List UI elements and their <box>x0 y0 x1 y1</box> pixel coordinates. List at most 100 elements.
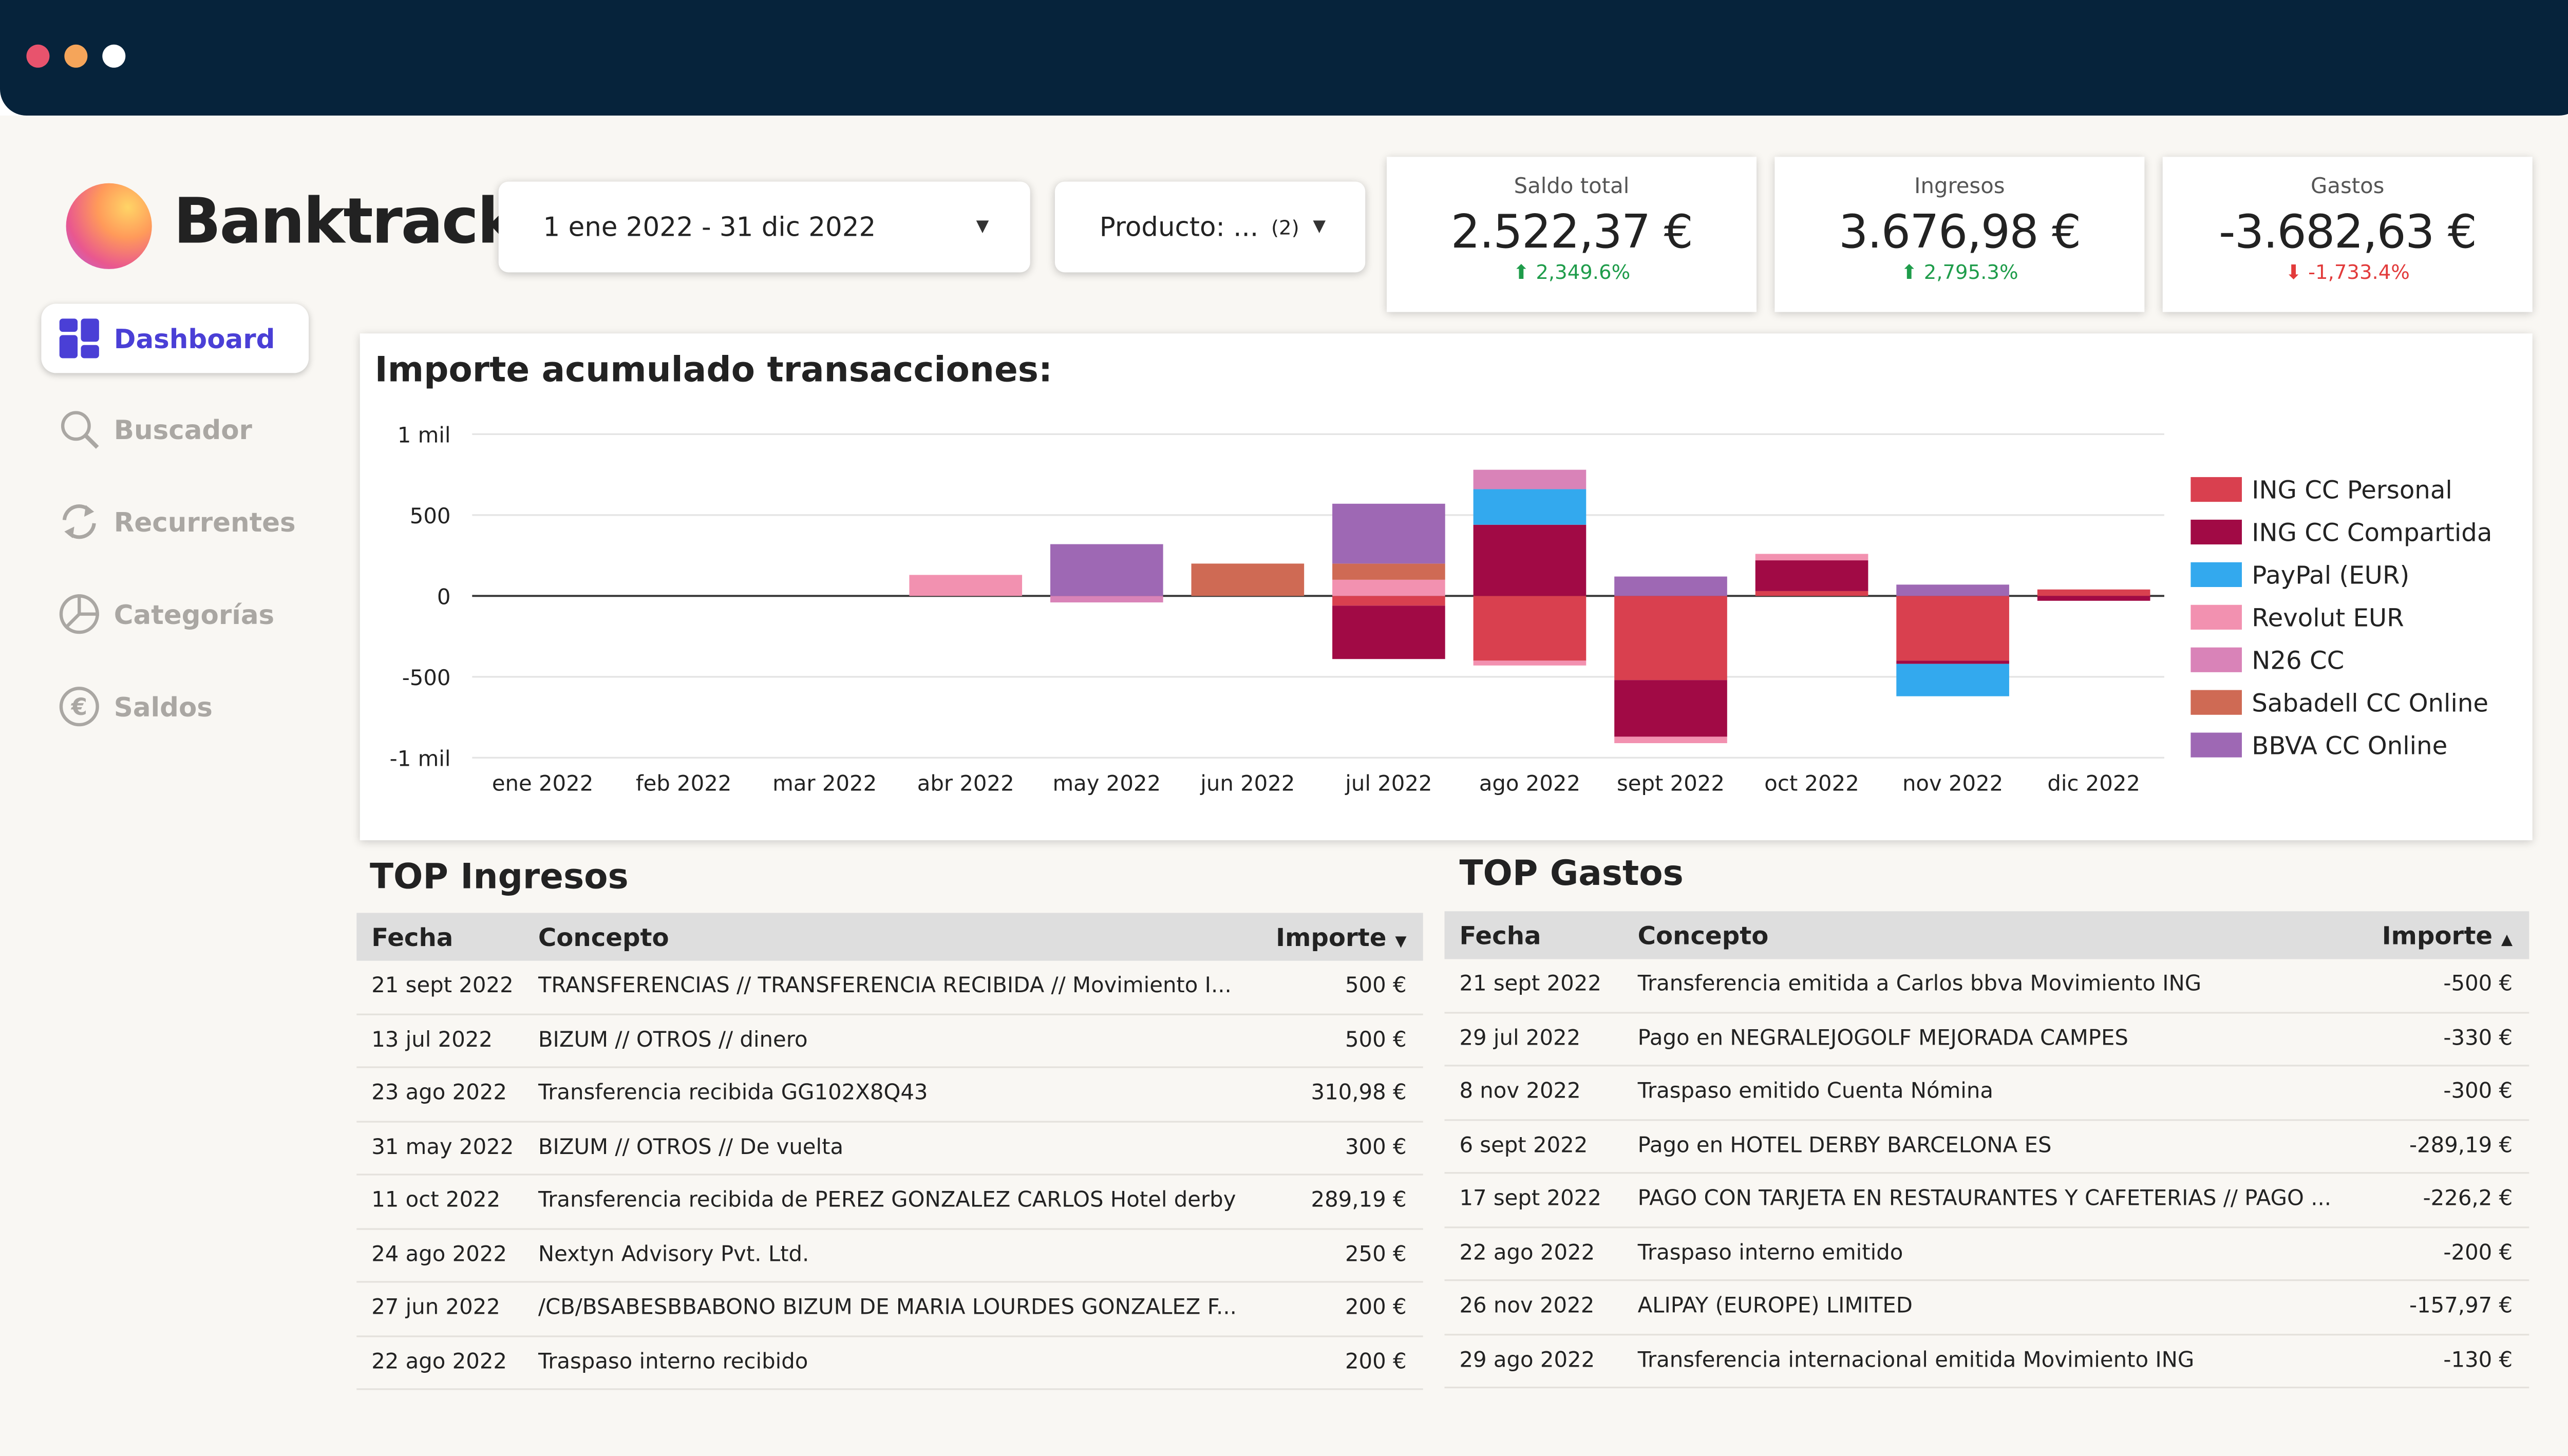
svg-text:€: € <box>71 693 87 721</box>
legend-swatch <box>2191 519 2242 545</box>
cell-fecha: 26 nov 2022 <box>1459 1294 1595 1320</box>
window-minimize-icon[interactable] <box>64 44 88 68</box>
header-fecha[interactable]: Fecha <box>1459 920 1541 950</box>
x-tick-label: jul 2022 <box>1345 771 1432 796</box>
bar-segment <box>1896 584 2009 596</box>
cell-importe: 300 € <box>1345 1135 1407 1160</box>
x-tick-label: may 2022 <box>1053 771 1161 796</box>
table-row[interactable]: 22 ago 2022 Traspaso interno recibido 200 … <box>356 1336 1423 1390</box>
sidebar-item-recurrentes[interactable]: Recurrentes <box>41 487 309 556</box>
cell-concepto: TRANSFERENCIAS // TRANSFERENCIA RECIBIDA… <box>538 974 1232 999</box>
cell-concepto: Transferencia recibida GG102X8Q43 <box>538 1082 928 1107</box>
header-importe[interactable]: Importe ▲ <box>2351 920 2529 950</box>
x-tick-label: abr 2022 <box>917 771 1014 796</box>
table-body: 21 sept 2022 Transferencia emitida a Carl… <box>1444 959 2529 1389</box>
table-row[interactable]: 11 oct 2022 Transferencia recibida de PER… <box>356 1176 1423 1230</box>
sidebar-item-dashboard[interactable]: Dashboard <box>41 304 309 373</box>
bar-segment <box>1614 576 1727 596</box>
bar-segment <box>1332 579 1445 596</box>
chevron-down-icon: ▼ <box>1313 218 1326 236</box>
cell-fecha: 6 sept 2022 <box>1459 1133 1588 1159</box>
cell-fecha: 22 ago 2022 <box>371 1350 507 1375</box>
cell-fecha: 21 sept 2022 <box>1459 973 1601 998</box>
table-header: Fecha Concepto Importe ▼ <box>356 913 1423 961</box>
table-row[interactable]: 27 jun 2022/CB/BSABESBBABONO BIZUM DE MA… <box>356 1283 1423 1336</box>
sidebar-item-label: Saldos <box>114 691 213 723</box>
bar-segment <box>1332 596 1445 606</box>
header-fecha[interactable]: Fecha <box>371 922 454 952</box>
table-row[interactable]: 21 sept 2022 TRANSFERENCIAS // TRANSFEREN… <box>356 961 1423 1015</box>
table-row[interactable]: 26 nov 2022 ALIPAY (EUROPE) LIMITED -157,9… <box>1444 1281 2529 1335</box>
table-row[interactable]: 24 ago 2022 Nextyn Advisory Pvt. Ltd. 250 … <box>356 1229 1423 1283</box>
header-importe[interactable]: Importe ▼ <box>1245 922 1423 952</box>
cell-concepto: ALIPAY (EUROPE) LIMITED <box>1637 1294 1913 1320</box>
sidebar-item-buscador[interactable]: Buscador <box>41 394 309 464</box>
header-concepto[interactable]: Concepto <box>538 922 669 952</box>
legend-label: PayPal (EUR) <box>2252 561 2409 590</box>
kpi-value: 3.676,98 € <box>1839 204 2081 259</box>
cell-concepto: Nextyn Advisory Pvt. Ltd. <box>538 1242 809 1268</box>
sort-asc-icon: ▲ <box>2501 932 2513 949</box>
bar-segment <box>2037 589 2150 596</box>
bar-segment <box>909 575 1023 596</box>
table-row[interactable]: 8 nov 2022 Traspaso emitido Cuenta Nómina… <box>1444 1066 2529 1120</box>
top-ingresos-table: Fecha Concepto Importe ▼ 21 sept 2022 TRA… <box>356 913 1423 1390</box>
kpi-change: ⬆ 2,795.3% <box>1774 261 2144 284</box>
sidebar-item-categorias[interactable]: Categorías <box>41 579 309 649</box>
sidebar-item-label: Categorías <box>114 598 275 630</box>
product-dropdown[interactable]: Producto: ... (2) ▼ <box>1054 181 1366 273</box>
kpi-ingresos: Ingresos 3.676,98 € ⬆ 2,795.3% <box>1774 157 2145 312</box>
window-titlebar <box>0 0 2568 116</box>
legend-swatch <box>2191 647 2242 672</box>
cell-concepto: Pago en HOTEL DERBY BARCELONA ES <box>1637 1133 2052 1159</box>
cell-importe: 250 € <box>1345 1242 1407 1268</box>
cell-importe: 500 € <box>1345 974 1407 999</box>
table-row[interactable]: 31 may 2022 BIZUM // OTROS // De vuelta 30… <box>356 1122 1423 1176</box>
x-tick-label: oct 2022 <box>1764 771 1859 796</box>
bar-segment <box>1050 544 1163 596</box>
table-row[interactable]: 13 jul 2022 BIZUM // OTROS // dinero 500 € <box>356 1014 1423 1068</box>
bar-segment <box>1191 563 1305 596</box>
window-close-icon[interactable] <box>26 44 50 68</box>
cell-fecha: 29 ago 2022 <box>1459 1348 1595 1373</box>
kpi-label: Saldo total <box>1514 175 1630 200</box>
cell-concepto: PAGO CON TARJETA EN RESTAURANTES Y CAFET… <box>1637 1187 2332 1213</box>
cell-importe: -157,97 € <box>2409 1294 2513 1320</box>
x-tick-label: jun 2022 <box>1200 771 1295 796</box>
top-gastos-title: TOP Gastos <box>1459 853 1684 893</box>
table-row[interactable]: 6 sept 2022 Pago en HOTEL DERBY BARCELONA… <box>1444 1120 2529 1174</box>
cell-importe: -300 € <box>2443 1080 2513 1105</box>
table-row[interactable]: 17 sept 2022 PAGO CON TARJETA EN RESTAURA… <box>1444 1174 2529 1227</box>
x-tick-label: ago 2022 <box>1479 771 1580 796</box>
table-row[interactable]: 21 sept 2022 Transferencia emitida a Carl… <box>1444 959 2529 1013</box>
legend-label: ING CC Compartida <box>2252 519 2492 547</box>
legend-label: N26 CC <box>2252 646 2344 675</box>
sidebar-item-saldos[interactable]: € Saldos <box>41 672 309 741</box>
bar-segment <box>1896 660 2009 664</box>
x-tick-label: feb 2022 <box>636 771 731 796</box>
table-row[interactable]: 29 jul 2022 Pago en NEGRALEJOGOLF MEJORAD… <box>1444 1013 2529 1067</box>
kpi-value: 2.522,37 € <box>1450 204 1693 259</box>
date-range-dropdown[interactable]: 1 ene 2022 - 31 dic 2022 ▼ <box>498 181 1030 273</box>
kpi-value: -3.682,63 € <box>2218 204 2477 259</box>
x-tick-label: dic 2022 <box>2047 771 2140 796</box>
chart-title: Importe acumulado transacciones: <box>374 350 1052 390</box>
header-concepto[interactable]: Concepto <box>1637 920 1769 950</box>
top-gastos-table: Fecha Concepto Importe ▲ 21 sept 2022 Tra… <box>1444 911 2529 1389</box>
top-ingresos-title: TOP Ingresos <box>370 857 629 897</box>
dashboard-icon <box>58 317 101 360</box>
cell-fecha: 11 oct 2022 <box>371 1189 501 1214</box>
bar-segment <box>1896 596 2009 661</box>
euro-icon: € <box>58 685 101 728</box>
y-tick-label: 0 <box>437 584 451 609</box>
cell-concepto: Transferencia internacional emitida Movi… <box>1637 1348 2195 1373</box>
table-row[interactable]: 29 ago 2022 Transferencia internacional e… <box>1444 1335 2529 1389</box>
search-icon <box>58 408 101 451</box>
header-importe-label: Importe <box>2382 920 2493 950</box>
legend-label: Sabadell CC Online <box>2252 689 2488 717</box>
table-row[interactable]: 23 ago 2022 Transferencia recibida GG102X… <box>356 1068 1423 1122</box>
table-row[interactable]: 22 ago 2022 Traspaso interno emitido -200 … <box>1444 1227 2529 1281</box>
cell-importe: 200 € <box>1345 1296 1407 1321</box>
cell-concepto: Pago en NEGRALEJOGOLF MEJORADA CAMPES <box>1637 1026 2128 1051</box>
window-maximize-icon[interactable] <box>102 44 126 68</box>
